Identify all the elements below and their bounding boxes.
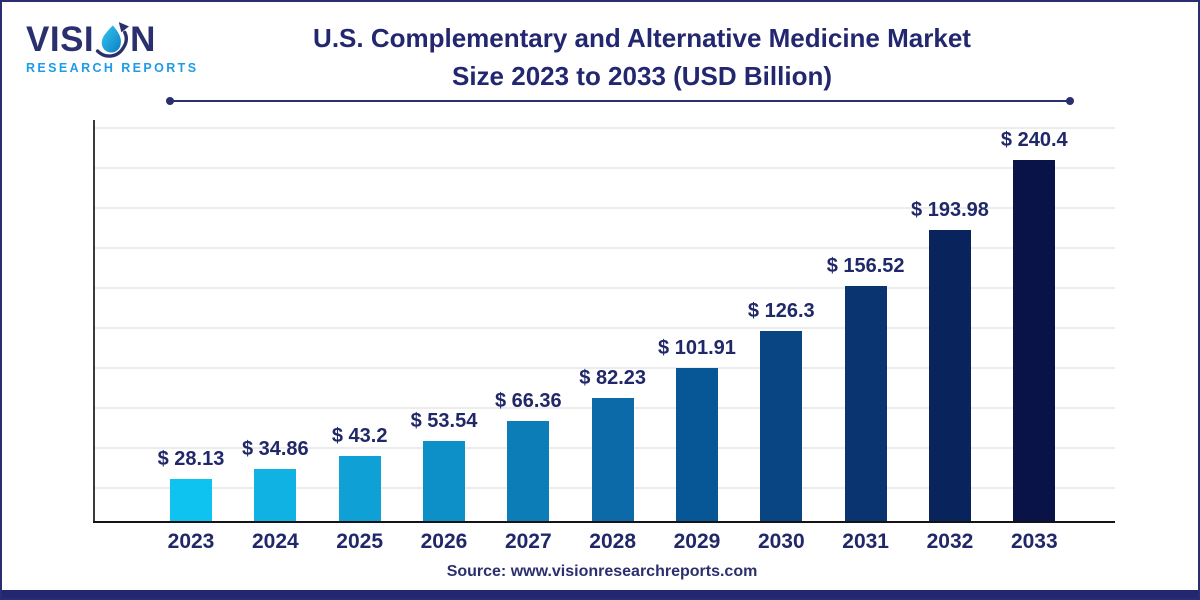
x-tick-label: 2028 bbox=[589, 530, 636, 553]
bar-value-label: $ 193.98 bbox=[911, 198, 989, 221]
bottom-accent-bar bbox=[2, 590, 1198, 598]
bar-value-label: $ 156.52 bbox=[826, 254, 905, 277]
bar-value-label: $ 53.54 bbox=[410, 409, 478, 432]
chart-title-line2: Size 2023 to 2033 (USD Billion) bbox=[451, 61, 832, 91]
x-tick-label: 2033 bbox=[1010, 530, 1058, 553]
bar-2032 bbox=[928, 229, 971, 521]
x-tick-label: 2029 bbox=[673, 530, 721, 553]
bar-value-label: $ 43.2 bbox=[331, 425, 388, 448]
bar-value-label: $ 240.4 bbox=[1000, 129, 1068, 151]
logo-subtitle: RESEARCH REPORTS bbox=[26, 61, 199, 75]
bar-2027 bbox=[507, 421, 550, 521]
divider-dot-left bbox=[166, 97, 174, 105]
divider-dot-right bbox=[1066, 97, 1074, 105]
gridline bbox=[93, 207, 1115, 209]
x-tick-label: 2031 bbox=[842, 530, 889, 553]
bar-2024 bbox=[254, 468, 297, 521]
gridline bbox=[93, 287, 1115, 289]
x-tick-label: 2025 bbox=[336, 530, 384, 553]
bar-value-label: $ 126.3 bbox=[747, 300, 815, 323]
x-tick-label: 2030 bbox=[757, 530, 805, 553]
bar-value-label: $ 28.13 bbox=[157, 447, 225, 470]
x-tick-label: 2023 bbox=[167, 530, 215, 553]
gridline bbox=[93, 327, 1115, 329]
bar-2031 bbox=[844, 285, 887, 521]
chart-title-line1: U.S. Complementary and Alternative Medic… bbox=[313, 23, 971, 53]
bar-value-label: $ 101.91 bbox=[658, 336, 736, 359]
x-tick-label: 2026 bbox=[420, 530, 468, 553]
gridline bbox=[93, 367, 1115, 369]
y-axis-line bbox=[93, 120, 95, 521]
bar-2023 bbox=[170, 478, 212, 521]
vision-research-reports-logo: VISI N RESEARCH REPORTS bbox=[26, 20, 199, 76]
bar-2025 bbox=[338, 456, 381, 521]
bar-2028 bbox=[591, 397, 634, 521]
bar-2033 bbox=[1013, 160, 1056, 521]
x-tick-label: 2024 bbox=[251, 530, 299, 553]
bar-2026 bbox=[422, 440, 465, 521]
chart-title: U.S. Complementary and Alternative Medic… bbox=[187, 19, 1097, 95]
x-tick-label: 2027 bbox=[504, 530, 552, 553]
water-drop-logo-icon bbox=[95, 22, 130, 58]
gridline bbox=[93, 127, 1115, 129]
source-attribution: Source: www.visionresearchreports.com bbox=[446, 563, 758, 580]
logo-brand-suffix: N bbox=[130, 20, 156, 59]
bar-value-label: $ 82.23 bbox=[579, 366, 646, 389]
bar-value-label: $ 66.36 bbox=[494, 390, 562, 413]
bar-value-label: $ 34.86 bbox=[241, 437, 309, 460]
bar-2030 bbox=[760, 331, 803, 521]
gridline bbox=[93, 247, 1115, 249]
logo-brand-prefix: VISI bbox=[26, 20, 95, 59]
x-axis-line bbox=[93, 521, 1115, 523]
gridline bbox=[93, 167, 1115, 169]
bar-2029 bbox=[675, 367, 718, 521]
x-tick-label: 2032 bbox=[926, 530, 974, 553]
title-divider-line bbox=[170, 100, 1070, 102]
